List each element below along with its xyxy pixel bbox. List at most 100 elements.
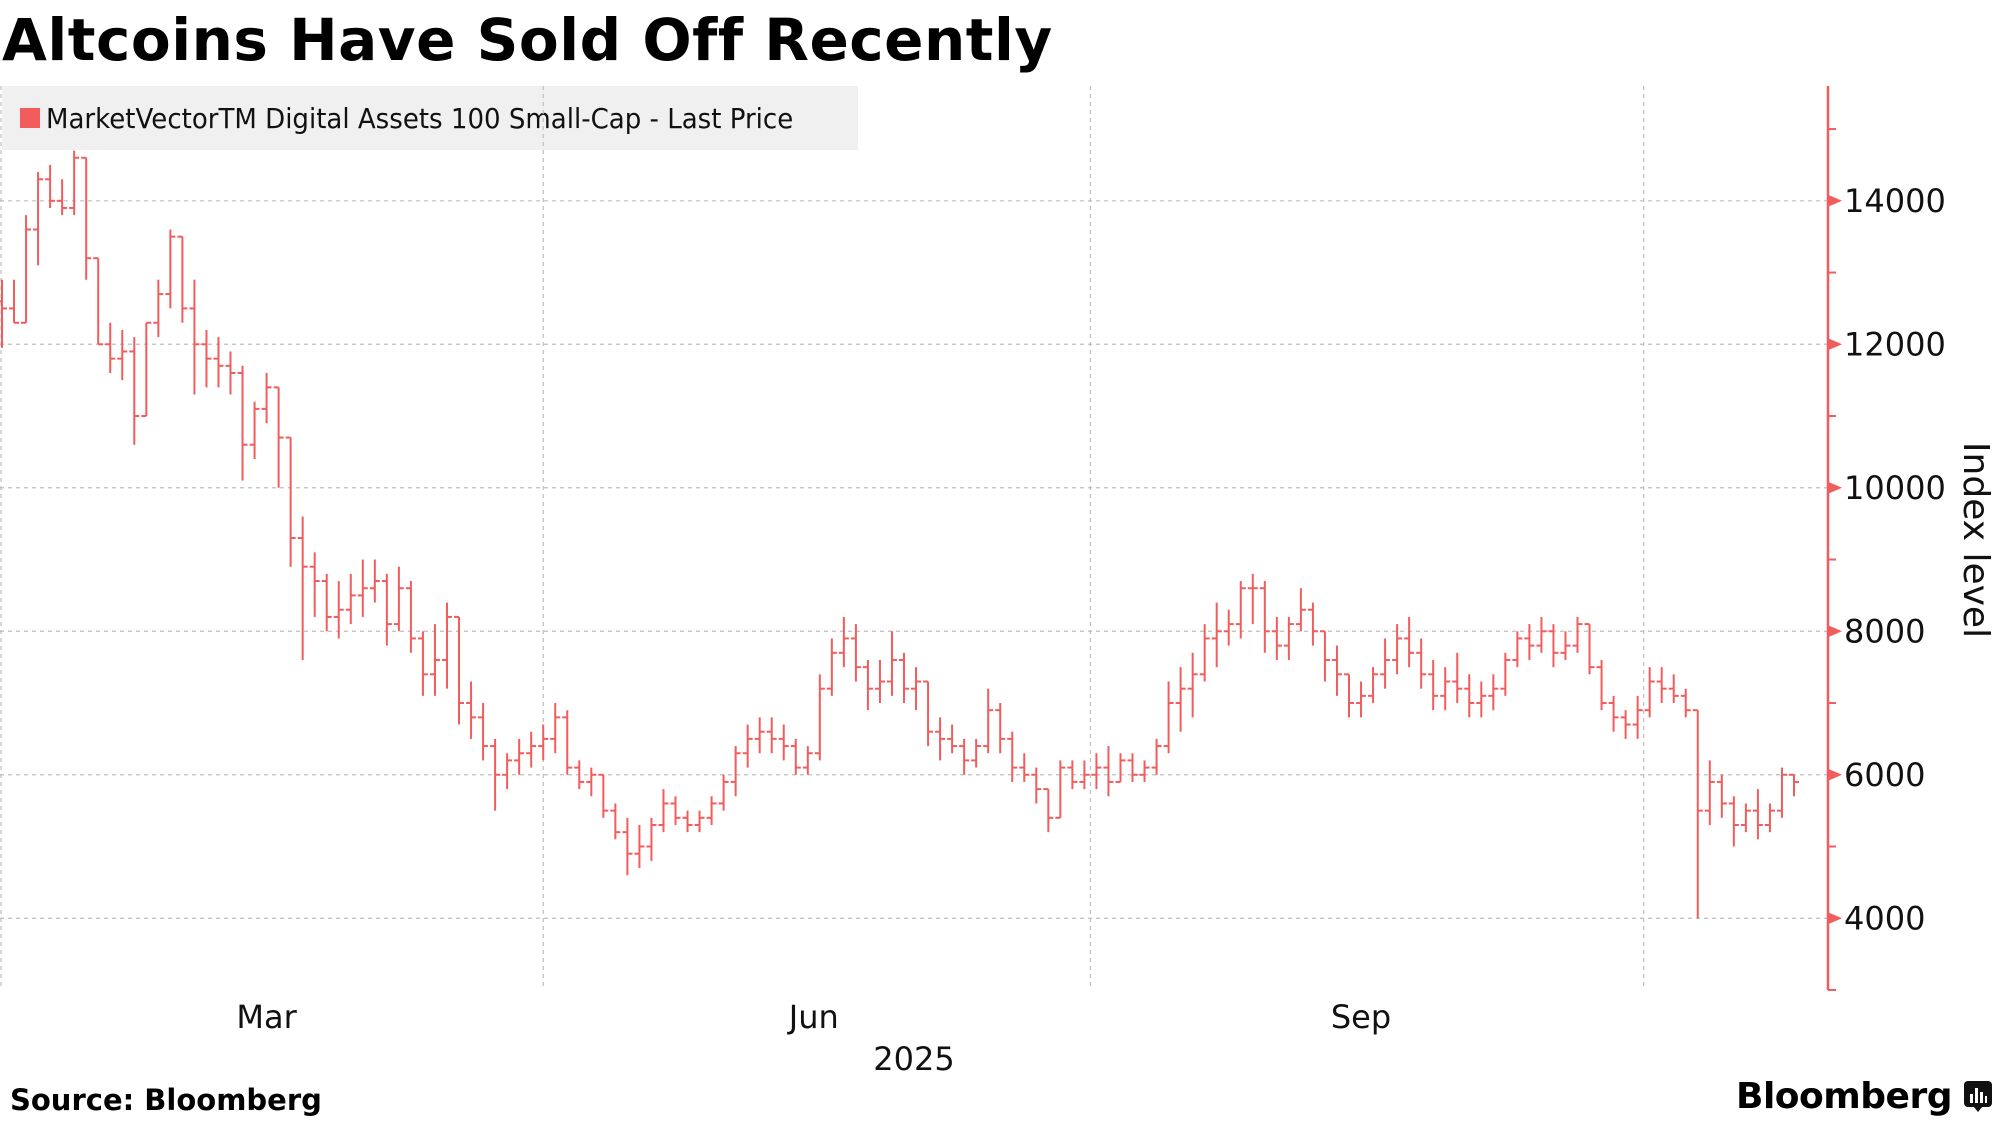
- ohlc-bar: [129, 337, 140, 445]
- ohlc-bar: [1704, 760, 1715, 825]
- ohlc-bar: [586, 767, 597, 797]
- y-tick-marker: [1828, 194, 1842, 207]
- y-tick-label: 4000: [1844, 899, 1925, 937]
- ohlc-bar: [1247, 573, 1258, 625]
- ohlc-bar: [1644, 667, 1655, 718]
- ohlc-bar: [1788, 773, 1799, 797]
- ohlc-bar: [1428, 659, 1439, 711]
- ohlc-bar: [526, 731, 537, 768]
- ohlc-bar: [57, 179, 68, 216]
- ohlc-bar: [1752, 789, 1763, 840]
- ohlc-bar: [333, 581, 344, 639]
- y-tick-marker: [1828, 625, 1842, 638]
- ohlc-bar: [490, 738, 501, 811]
- ohlc-bar: [93, 257, 104, 346]
- ohlc-bar: [165, 229, 176, 309]
- y-tick-marker: [1828, 338, 1842, 351]
- ohlc-bar: [850, 624, 861, 682]
- ohlc-bar: [1380, 638, 1391, 689]
- ohlc-bar: [1728, 796, 1739, 847]
- ohlc-bar: [562, 710, 573, 775]
- ohlc-bar: [742, 724, 753, 768]
- ohlc-bar: [357, 559, 368, 617]
- bloomberg-terminal-icon: [1964, 1080, 1992, 1112]
- ohlc-bar: [1596, 659, 1607, 711]
- ohlc-bar: [1536, 616, 1547, 653]
- ohlc-bar: [117, 329, 128, 381]
- ohlc-bar: [1416, 638, 1427, 689]
- ohlc-bar: [622, 817, 633, 876]
- ohlc-bar: [1223, 609, 1234, 646]
- ohlc-bar: [1307, 602, 1318, 646]
- ohlc-bar: [285, 436, 296, 567]
- legend-label: MarketVectorTM Digital Assets 100 Small-…: [46, 101, 794, 135]
- y-tick-label: 10000: [1844, 469, 1946, 507]
- ohlc-bar: [1295, 588, 1306, 632]
- ohlc-bar: [1019, 753, 1030, 782]
- ohlc-bar: [610, 803, 621, 840]
- ohlc-bar: [1524, 624, 1535, 660]
- brand-logo: Bloomberg: [1736, 1076, 1992, 1117]
- source-note: Source: Bloomberg: [10, 1083, 322, 1117]
- ohlc-bar: [1115, 753, 1126, 783]
- y-axis: 4000 6000 8000 10000 12000 14000: [1826, 86, 1946, 991]
- ohlc-bar: [81, 156, 92, 280]
- ohlc-bar: [646, 817, 657, 861]
- ohlc-bar: [1031, 767, 1042, 804]
- ohlc-bar: [935, 717, 946, 761]
- ohlc-bar: [682, 810, 693, 833]
- ohlc-bar: [1368, 667, 1379, 704]
- ohlc-bar: [441, 602, 452, 689]
- y-axis-title: Index level: [1955, 442, 1996, 638]
- ohlc-bar: [1764, 803, 1775, 833]
- ohlc-bar: [405, 581, 416, 653]
- ohlc-bar: [0, 279, 7, 348]
- ohlc-bar: [971, 738, 982, 768]
- ohlc-bar: [213, 337, 224, 388]
- ohlc-bar: [369, 559, 380, 603]
- ohlc-bar: [1235, 581, 1246, 639]
- ohlc-bar: [983, 688, 994, 754]
- ohlc-series: [0, 150, 1799, 919]
- ohlc-bar: [1259, 581, 1270, 653]
- chart-legend: MarketVectorTM Digital Assets 100 Small-…: [2, 86, 858, 150]
- ohlc-bar: [1464, 674, 1475, 718]
- ohlc-bar: [1740, 803, 1751, 833]
- ohlc-bar: [694, 810, 705, 833]
- ohlc-bar: [1692, 709, 1703, 919]
- ohlc-bar: [1500, 652, 1511, 696]
- ohlc-bar: [1668, 674, 1679, 704]
- y-tick-marker: [1828, 768, 1842, 781]
- ohlc-bar: [754, 717, 765, 754]
- ohlc-bar: [574, 760, 585, 790]
- ohlc-bar: [1091, 753, 1102, 790]
- ohlc-bar: [201, 329, 212, 388]
- ohlc-bar: [309, 552, 320, 617]
- x-tick-label: Sep: [1331, 998, 1391, 1036]
- ohlc-bar: [502, 753, 513, 790]
- brand-name: Bloomberg: [1736, 1076, 1952, 1117]
- ohlc-bar: [947, 724, 958, 754]
- ohlc-bar: [1680, 688, 1691, 718]
- ohlc-bar: [225, 351, 236, 395]
- ohlc-bar: [838, 616, 849, 668]
- ohlc-bar: [514, 738, 525, 775]
- x-tick-label: Jun: [787, 998, 839, 1036]
- ohlc-bar: [1079, 760, 1090, 790]
- ohlc-bar: [1356, 681, 1367, 718]
- ohlc-bar: [1175, 667, 1186, 732]
- x-tick-label: Mar: [236, 998, 297, 1036]
- ohlc-bar: [923, 680, 934, 747]
- ohlc-bar: [1199, 624, 1210, 682]
- ohlc-bar: [1716, 774, 1727, 818]
- ohlc-bar: [598, 773, 609, 818]
- ohlc-bar: [1404, 616, 1415, 668]
- y-tick-label: 8000: [1844, 612, 1925, 650]
- ohlc-bar: [1392, 624, 1403, 675]
- y-tick-label: 14000: [1844, 182, 1946, 220]
- ohlc-bar: [658, 789, 669, 833]
- ohlc-bar: [381, 573, 392, 646]
- ohlc-bar: [766, 717, 777, 754]
- ohlc-bar: [1151, 738, 1162, 775]
- ohlc-bar: [862, 659, 873, 711]
